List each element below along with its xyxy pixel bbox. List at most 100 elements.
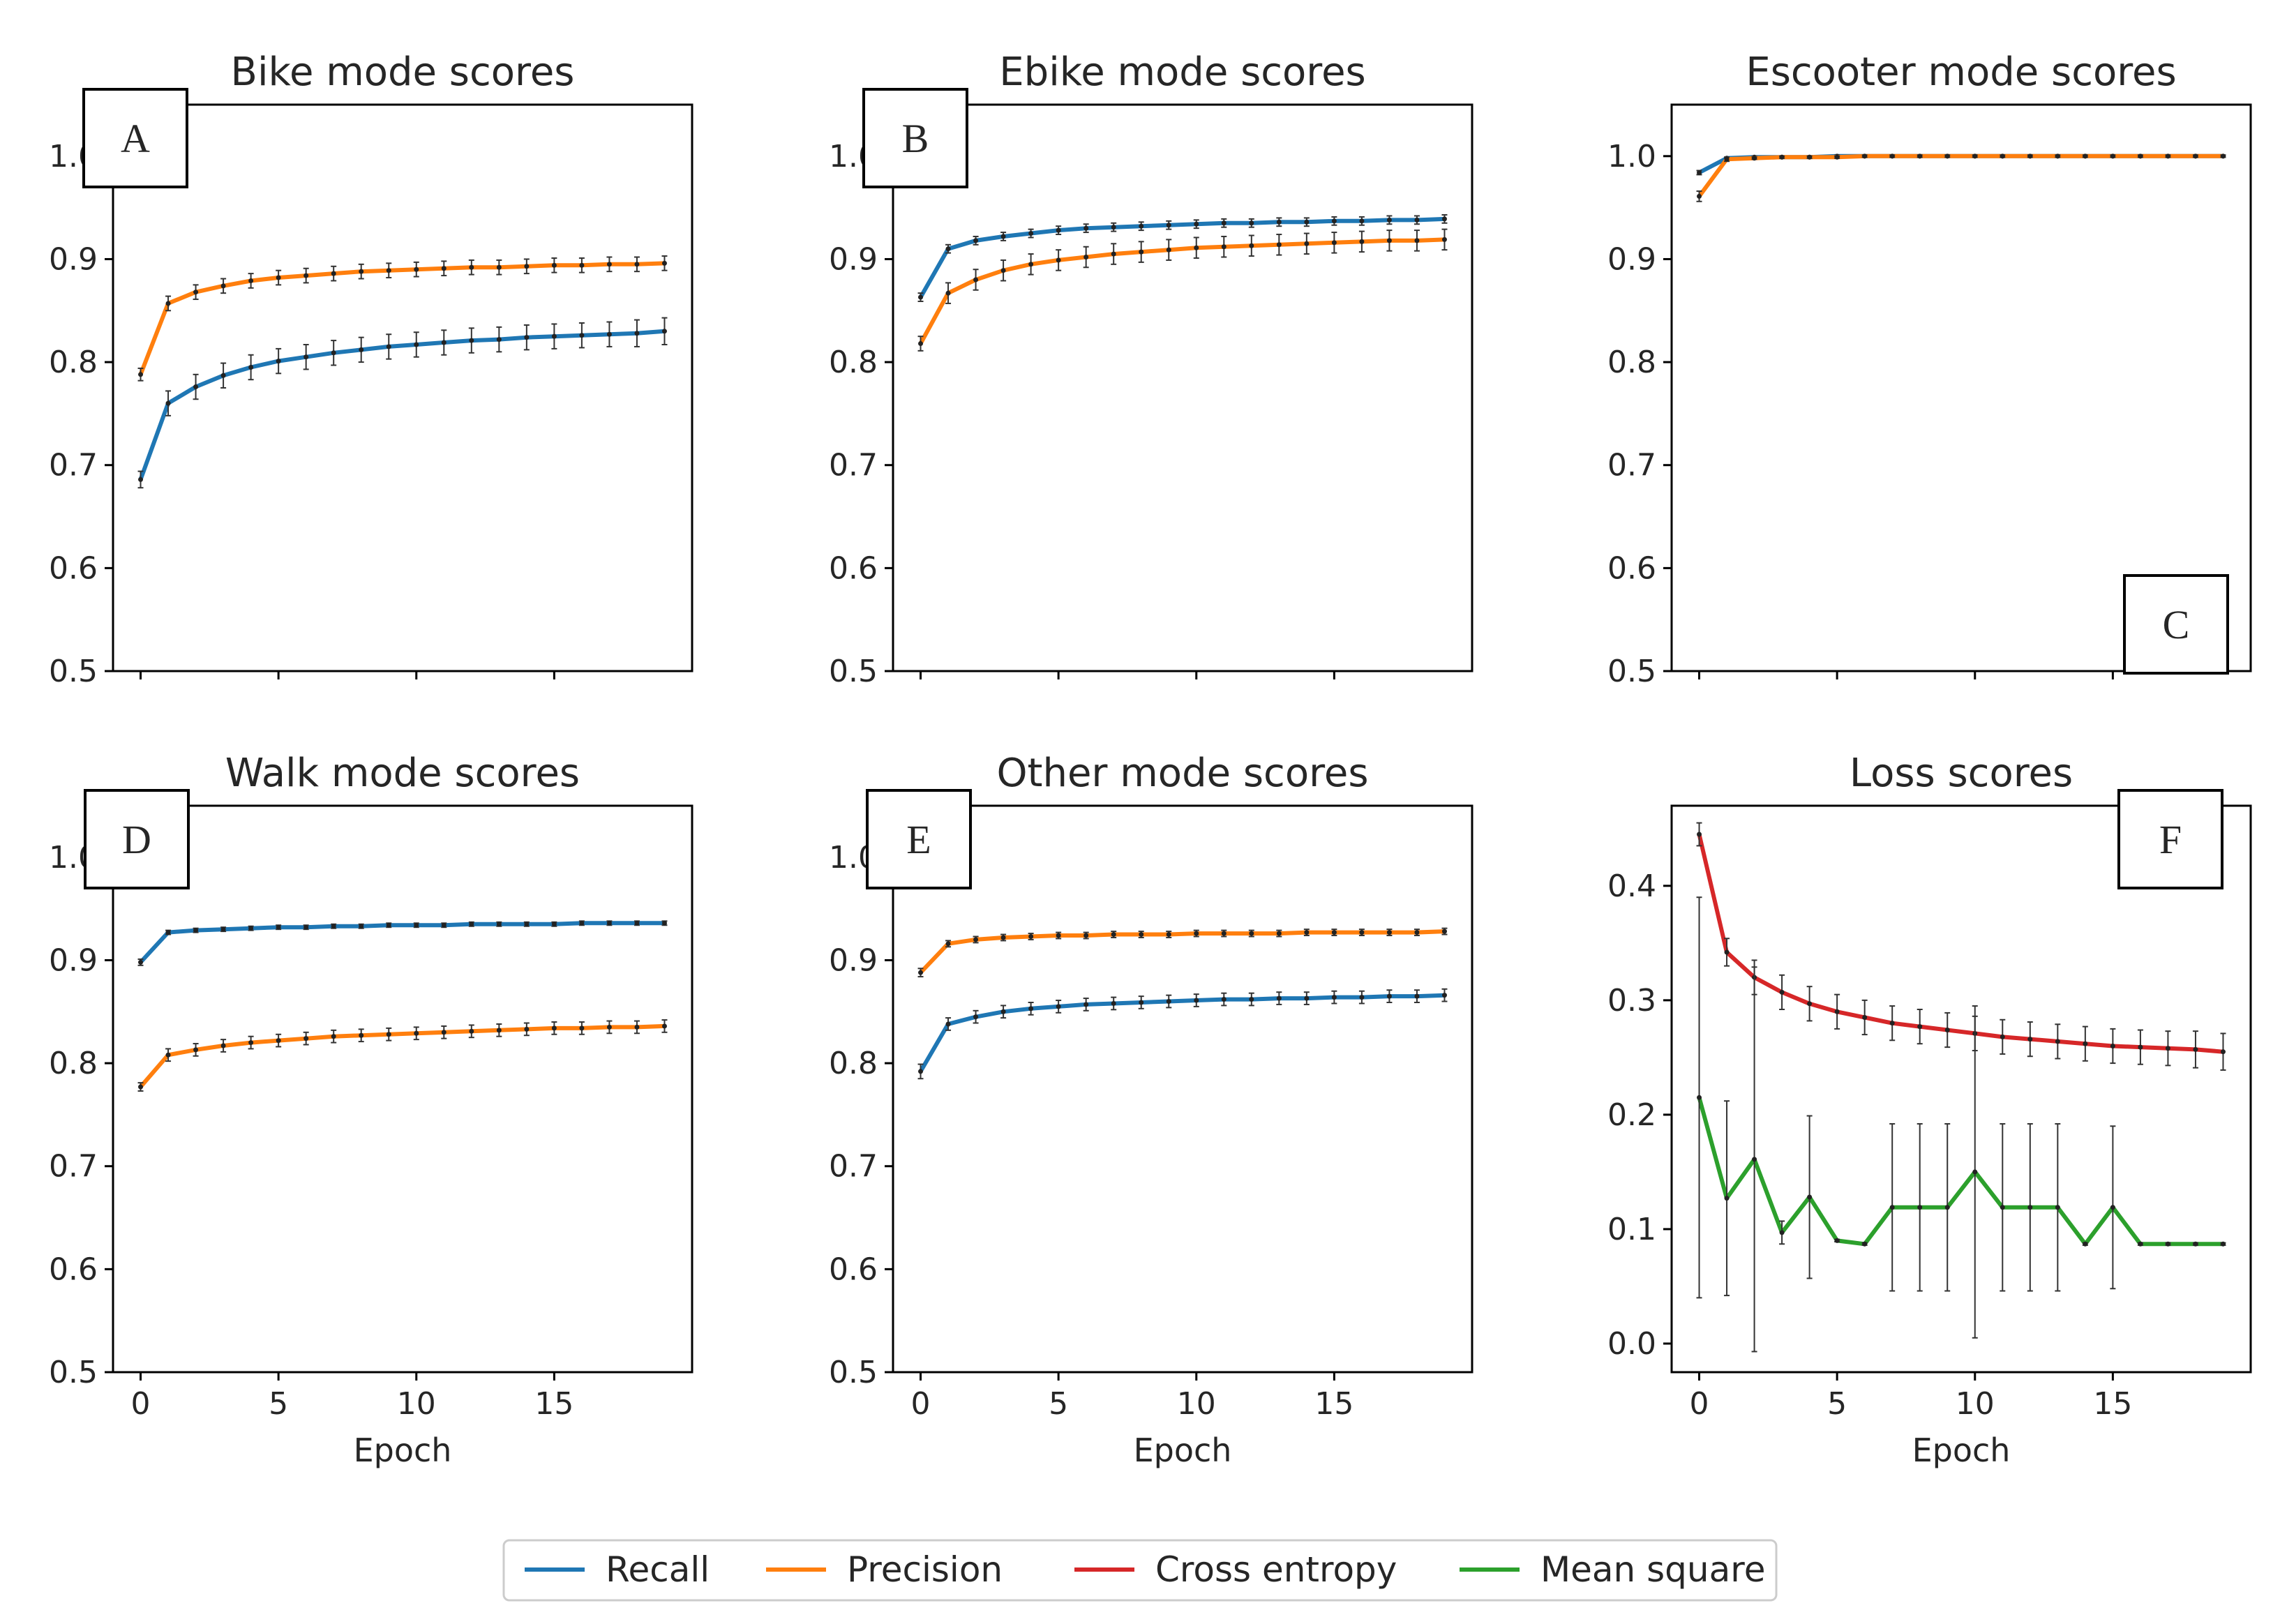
panel-e-xtick-label: 10 bbox=[1177, 1386, 1216, 1422]
legend-item-mean-square-label: Mean square bbox=[1540, 1549, 1765, 1590]
panel-d-series-recall-point bbox=[138, 959, 144, 965]
panel-c-series-precision-point bbox=[1752, 156, 1757, 161]
panel-c-series-precision-point bbox=[1944, 153, 1950, 159]
panel-d-title: Walk mode scores bbox=[225, 751, 580, 796]
panel-e-series-recall-point bbox=[1111, 1000, 1116, 1006]
panel-f-series-cross-entropy-point bbox=[1862, 1014, 1868, 1020]
panel-e-series-recall bbox=[917, 988, 1448, 1080]
panel-d-series-precision-point bbox=[165, 1052, 171, 1058]
panel-f-series-cross-entropy-point bbox=[1917, 1024, 1923, 1030]
panel-e-series-precision-point bbox=[1441, 928, 1447, 934]
panel-d-series-recall-point bbox=[414, 922, 419, 928]
panel-b-series-precision-point bbox=[1221, 244, 1227, 250]
panel-a-series-precision-line bbox=[138, 261, 665, 375]
panel-b-ytick-label: 0.9 bbox=[829, 241, 878, 277]
panel-b-series-recall-point bbox=[1139, 223, 1144, 229]
panel-e-series-recall-point bbox=[1166, 999, 1171, 1005]
panel-f-series-mean-square-point bbox=[2193, 1241, 2198, 1247]
panel-b-series-recall-point bbox=[945, 246, 951, 252]
panel-a-title: Bike mode scores bbox=[231, 50, 575, 95]
panel-b-series-precision-line bbox=[918, 237, 1445, 345]
panel-d-letter: D bbox=[122, 817, 151, 862]
panel-b-series-precision-point bbox=[1166, 247, 1171, 253]
panel-e-series-precision-point bbox=[1000, 935, 1006, 940]
panel-a-series-precision-point bbox=[386, 268, 391, 273]
panel-a-series-precision-point bbox=[193, 290, 199, 295]
panel-b-series-precision bbox=[917, 228, 1448, 352]
panel-c-series-precision-point bbox=[1779, 154, 1785, 160]
panel-a-series-precision-point bbox=[496, 264, 502, 270]
panel-b-series-recall-point bbox=[1028, 231, 1034, 236]
panel-e-ytick-label: 0.8 bbox=[829, 1046, 878, 1081]
panel-d-series-recall-point bbox=[303, 924, 309, 930]
panel-a-series-precision-point bbox=[359, 269, 364, 274]
panel-e-series-precision-line bbox=[919, 929, 1445, 975]
panel-c-series-precision-point bbox=[2138, 153, 2143, 159]
panel-b-ytick-label: 0.7 bbox=[829, 448, 878, 483]
panel-c-axes-frame bbox=[1670, 103, 2252, 672]
panel-f-series-mean-square-line bbox=[1697, 1097, 2223, 1247]
panel-f-xlabel: Epoch bbox=[1912, 1431, 2011, 1469]
panel-b-series-precision-point bbox=[973, 277, 979, 283]
panel-e-axes-frame bbox=[892, 804, 1473, 1374]
panel-b-series-recall-point bbox=[1331, 218, 1337, 224]
panel-d-series-precision-point bbox=[496, 1028, 502, 1033]
panel-d-series-recall-line bbox=[139, 921, 665, 964]
panel-f-series-cross-entropy-point bbox=[1944, 1028, 1950, 1033]
panel-e-series-precision-point bbox=[945, 941, 951, 947]
panel-c-series-precision-point bbox=[2110, 153, 2115, 159]
panel-b-series-recall-point bbox=[1056, 227, 1061, 233]
panel-e-ytick-label: 0.6 bbox=[829, 1251, 878, 1287]
panel-d-series-precision-point bbox=[441, 1030, 447, 1035]
panel-f-series-mean-square-point bbox=[1862, 1241, 1868, 1247]
panel-a-series-precision-point bbox=[165, 301, 171, 306]
panel-d-series-recall-point bbox=[165, 930, 171, 935]
panel-b-series-precision-point bbox=[1083, 255, 1089, 260]
panel-d-series-recall-point bbox=[634, 920, 640, 926]
panel-c-series-precision-point bbox=[2220, 153, 2226, 159]
panel-f-ytick-label: 0.2 bbox=[1607, 1097, 1656, 1133]
panel-d-series-precision-point bbox=[606, 1024, 612, 1030]
panel-d-series-precision-point bbox=[193, 1047, 199, 1053]
panel-d-series-precision-point bbox=[248, 1040, 254, 1046]
panel-f-series-cross-entropy-point bbox=[1889, 1021, 1895, 1026]
panel-b-series-precision-point bbox=[1000, 268, 1006, 273]
panel-c-series-precision-point bbox=[1972, 153, 1978, 159]
panel-a-series-precision-point bbox=[524, 264, 530, 269]
panel-f-ytick-label: 0.4 bbox=[1607, 869, 1656, 904]
panel-a-series-recall-point bbox=[359, 347, 364, 352]
panel-c-title: Escooter mode scores bbox=[1746, 50, 2176, 95]
panel-f-series-mean-square-point bbox=[2138, 1241, 2143, 1247]
panel-a-series-precision-point bbox=[579, 262, 585, 268]
panel-d-series-precision-point bbox=[661, 1023, 667, 1029]
panel-f-series-cross-entropy-point bbox=[2138, 1044, 2143, 1050]
panel-a-series-precision-point bbox=[331, 271, 336, 276]
panel-e-series-precision-point bbox=[1139, 932, 1144, 938]
panel-d-series-recall-point bbox=[579, 920, 585, 926]
panel-a-series-recall-line bbox=[138, 329, 665, 481]
panel-f-series-cross-entropy-point bbox=[2110, 1043, 2115, 1048]
panel-a-ytick-label: 0.8 bbox=[49, 345, 98, 380]
panel-b-series-recall-point bbox=[1166, 223, 1171, 228]
panel-d-series-recall-point bbox=[441, 922, 447, 928]
panel-d-series-recall-point bbox=[661, 920, 667, 926]
panel-e-series-precision-point bbox=[1304, 930, 1310, 935]
panel-a-series-precision-point bbox=[634, 262, 640, 267]
panel-e-series-recall-point bbox=[918, 1069, 924, 1074]
panel-a-series-precision-point bbox=[441, 266, 447, 271]
panel-f-axes-frame bbox=[1670, 804, 2252, 1374]
panel-d-series-precision-point bbox=[469, 1028, 474, 1034]
panel-e-series-precision-point bbox=[1249, 931, 1254, 936]
panel-e-series-precision-point bbox=[1028, 933, 1034, 939]
panel-d-letter-box bbox=[84, 789, 190, 889]
panel-a-series-recall-point bbox=[276, 359, 281, 364]
panel-b-series-precision-point bbox=[1414, 238, 1420, 243]
panel-d-series-precision-point bbox=[220, 1043, 226, 1048]
panel-f-series-mean-square-point bbox=[1972, 1169, 1978, 1175]
panels: Bike mode scores 0.5 0.6 0.7 0.8 0.9 1.0 A Ebike… bbox=[49, 50, 2252, 1469]
panel-d-series-recall-point bbox=[220, 926, 226, 932]
panel-c-letter-box bbox=[2123, 574, 2229, 675]
panel-e-series-precision-point bbox=[1083, 933, 1089, 938]
panel-f-series-mean-square bbox=[1696, 896, 2226, 1353]
panel-e-ytick-label: 0.9 bbox=[829, 942, 878, 978]
